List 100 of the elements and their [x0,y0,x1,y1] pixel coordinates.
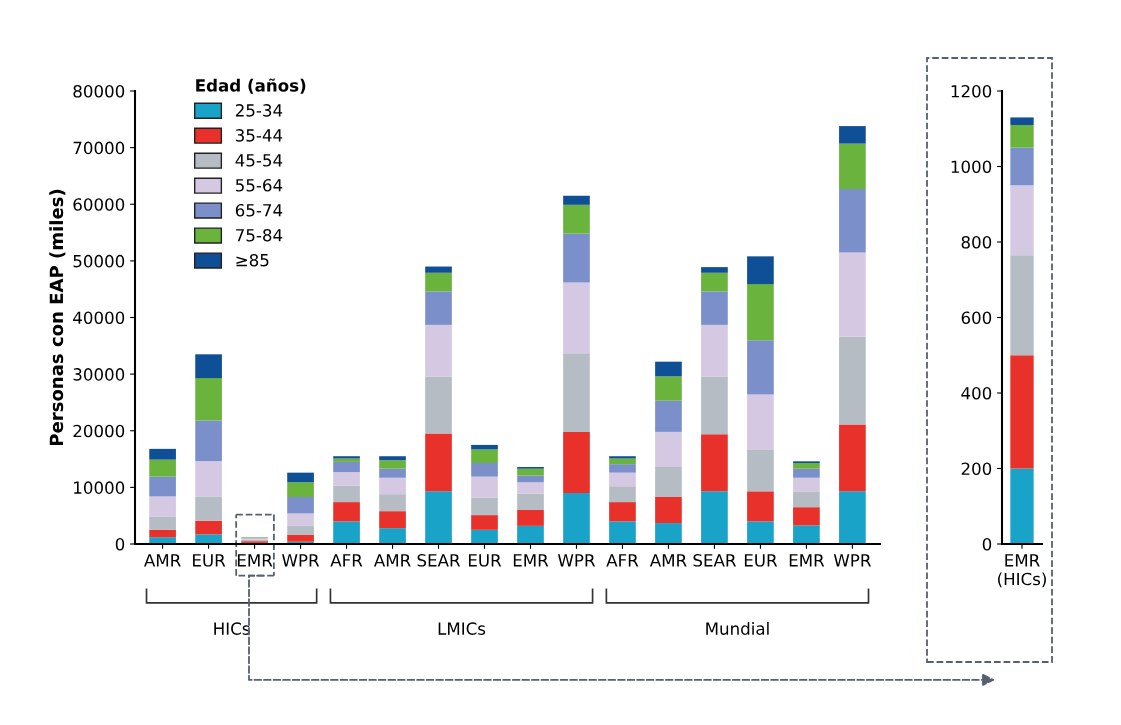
legend-label: 55-64 [235,178,283,192]
y-tick-label: 1200 [951,84,992,98]
bar [425,491,452,544]
bar [701,434,728,492]
text: HICs [214,622,250,635]
y-tick-label: 60000 [73,198,125,211]
bar [1010,255,1034,356]
bar [517,525,544,544]
bar [517,468,544,476]
bar [655,376,682,401]
x-tick-label: WPR [833,554,871,567]
bar [425,376,452,434]
y-tick-label: 10000 [74,481,125,494]
bar [195,378,222,421]
bar [471,497,498,516]
x-tick-label: SEAR [417,554,461,567]
bar [839,188,866,253]
bar [517,482,544,494]
bar [747,340,774,395]
y-tick-label: 70000 [73,141,125,155]
bar [793,468,820,478]
bar [379,468,406,478]
bar [425,266,452,273]
x-tick-label: EMR (HICs) [998,554,1046,588]
bar [747,491,774,522]
bar [287,534,314,542]
bar [149,537,176,544]
bar [747,450,774,492]
bar [655,431,682,467]
bar [747,256,774,285]
bar [655,361,682,377]
bar [655,523,682,544]
bar [1010,355,1034,469]
bar [701,376,728,435]
bar [195,496,222,521]
bar [1010,185,1034,256]
x-tick-label: WPR [557,554,596,567]
bar [425,433,452,492]
x-tick-label: EUR [468,554,502,567]
y-tick-label: 50000 [73,254,125,268]
bar [563,233,590,283]
bar [655,466,682,497]
bar [517,493,544,511]
bar [425,324,452,377]
x-tick-label: AFR [330,554,363,567]
bar [609,521,636,544]
bar [517,510,544,526]
bar [563,493,590,544]
bar [195,520,222,535]
bar [149,496,176,517]
bar [195,420,222,462]
bar [333,521,360,544]
bar [563,353,590,432]
bar [149,448,176,460]
bar [793,491,820,508]
bar [793,463,820,469]
bar [839,491,866,544]
y-tick-label: 1000 [951,160,992,174]
bar [1010,468,1034,544]
bar [839,336,866,425]
legend-label: 25-34 [235,104,283,117]
bar [701,267,728,273]
y-tick-label: 40000 [73,311,125,325]
bar [1010,147,1034,186]
bar [195,354,222,379]
bar [471,515,498,530]
x-tick-label: EUR [744,554,778,567]
x-tick-label: EUR [193,554,226,567]
legend-label: 45-54 [235,154,283,167]
y-tick-label: 600 [961,311,992,325]
bar [701,491,728,544]
bar [563,282,590,354]
legend-label: ≥85 [236,253,269,267]
bar [747,394,774,450]
bar [609,486,636,503]
bar [609,456,636,459]
legend-title: Edad (años) [196,78,306,94]
bar [609,458,636,465]
bar [655,400,682,432]
y-tick-label: 200 [961,462,992,476]
x-tick-label: WPR [282,554,320,567]
bar [379,528,406,544]
bar [195,461,222,497]
y-tick-label: 80000 [73,84,125,98]
bar [609,502,636,522]
bar [563,431,590,494]
bar [839,126,866,144]
text: Mundial [706,622,769,635]
y-tick-label: 800 [961,235,992,249]
bar [333,472,360,486]
bar [149,529,176,538]
bar [793,507,820,526]
y-axis-title: Personas con EAP (miles) [49,189,66,446]
bar [517,475,544,483]
bar [149,516,176,530]
bar [563,204,590,234]
bar [655,497,682,524]
legend-label: 35-44 [235,129,283,142]
bar [747,521,774,544]
bar [793,525,820,544]
